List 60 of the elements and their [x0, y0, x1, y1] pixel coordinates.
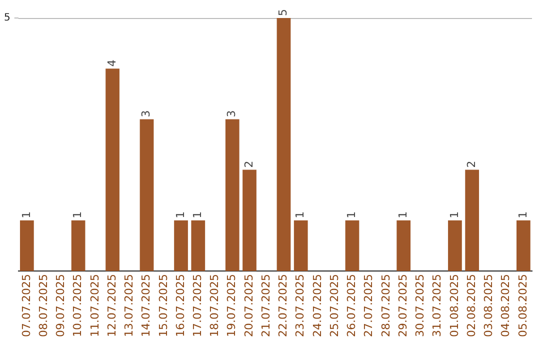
- x-tick-label: 08.07.2025: [36, 274, 50, 338]
- data-label: 3: [140, 110, 153, 118]
- data-label: 4: [105, 60, 118, 67]
- data-label: 1: [20, 211, 33, 218]
- x-tick-label: 09.07.2025: [54, 274, 68, 338]
- data-label: 1: [516, 211, 530, 218]
- bar: [448, 220, 462, 272]
- x-tick-label: 13.07.2025: [122, 274, 136, 338]
- x-tick-label: 03.08.2025: [482, 274, 496, 338]
- data-label: 1: [396, 211, 410, 218]
- x-tick-label: 25.07.2025: [328, 274, 341, 338]
- data-label: 1: [71, 211, 84, 218]
- x-tick-label: 21.07.2025: [259, 274, 272, 338]
- x-tick-label: 01.08.2025: [448, 274, 461, 338]
- data-label: 3: [225, 110, 238, 118]
- data-label: 2: [464, 160, 478, 168]
- bar: [294, 220, 308, 272]
- x-tick-label: 11.07.2025: [88, 274, 102, 338]
- x-tick-label: 17.07.2025: [190, 274, 204, 338]
- x-tick-label: 10.07.2025: [71, 274, 84, 338]
- x-tick-label: 28.07.2025: [379, 274, 392, 338]
- bar: [174, 220, 188, 272]
- bar: [345, 220, 360, 272]
- data-label: 1: [190, 211, 204, 218]
- x-tick-label: 24.07.2025: [310, 274, 324, 338]
- x-tick-label: 19.07.2025: [225, 274, 238, 338]
- x-tick-label: 12.07.2025: [105, 274, 118, 338]
- data-label: 1: [174, 211, 187, 218]
- bar: [71, 220, 86, 272]
- x-tick-label: 27.07.2025: [362, 274, 376, 338]
- x-tick-label: 30.07.2025: [414, 274, 427, 338]
- data-label: 1: [448, 211, 461, 218]
- x-tick-label: 02.08.2025: [464, 274, 478, 338]
- data-label: 5: [276, 9, 290, 16]
- x-tick-label: 07.07.2025: [20, 274, 33, 338]
- bar: [225, 119, 240, 272]
- bar: [140, 119, 154, 272]
- x-tick-label: 20.07.2025: [242, 274, 256, 338]
- x-tick-label: 29.07.2025: [396, 274, 410, 338]
- x-tick-label: 05.08.2025: [516, 274, 530, 338]
- bar: [191, 220, 206, 272]
- data-label: 2: [242, 160, 256, 168]
- bar: [106, 68, 120, 272]
- x-tick-label: 18.07.2025: [208, 274, 222, 338]
- x-tick-label: 04.08.2025: [499, 274, 512, 338]
- x-tick-label: 22.07.2025: [276, 274, 290, 338]
- x-tick-label: 26.07.2025: [345, 274, 358, 338]
- x-tick-label: 31.07.2025: [430, 274, 444, 338]
- bar: [516, 220, 530, 272]
- bar: [242, 170, 256, 272]
- bar: [276, 18, 291, 272]
- bar: [396, 220, 411, 272]
- x-tick-label: 23.07.2025: [294, 274, 307, 338]
- data-label: 1: [294, 211, 307, 218]
- x-tick-label: 15.07.2025: [156, 274, 170, 338]
- x-tick-label: 14.07.2025: [140, 274, 153, 338]
- data-label: 1: [345, 211, 358, 218]
- x-tick-label: 16.07.2025: [174, 274, 187, 338]
- bar: [465, 170, 480, 272]
- bar: [20, 220, 34, 272]
